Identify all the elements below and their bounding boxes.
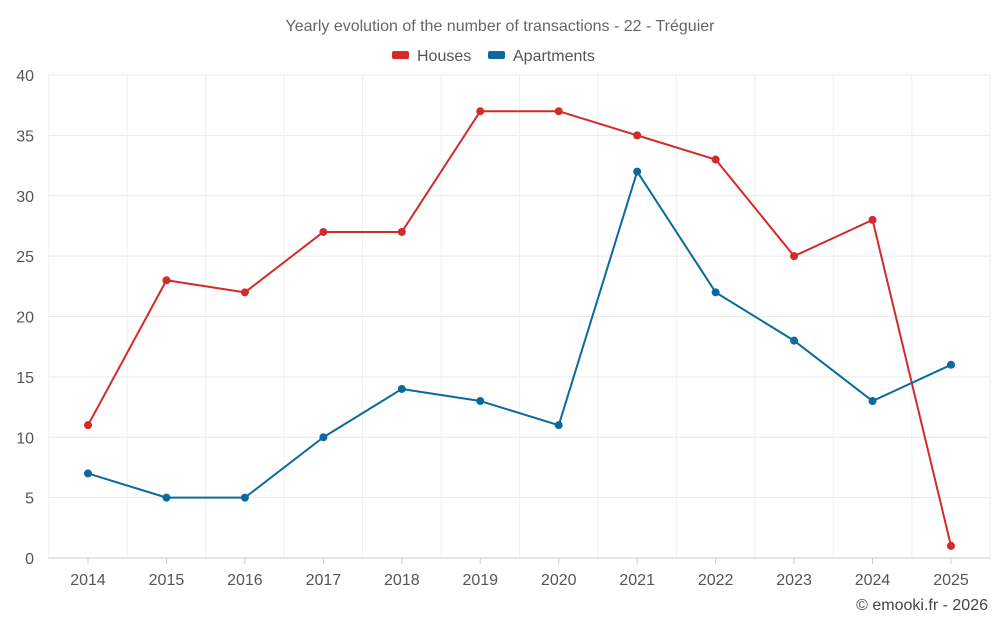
x-tick-label: 2019 — [462, 572, 498, 589]
y-tick-label: 5 — [25, 491, 34, 508]
series — [84, 107, 955, 550]
data-point-houses[interactable] — [84, 421, 92, 430]
legend-label-houses: Houses — [417, 48, 471, 65]
x-tick-label: 2014 — [70, 572, 106, 589]
x-tick-label: 2017 — [306, 572, 342, 589]
data-point-houses[interactable] — [790, 252, 799, 261]
x-tick-label: 2021 — [619, 572, 655, 589]
legend-label-apartments: Apartments — [513, 48, 595, 65]
data-point-apartments[interactable] — [790, 336, 799, 345]
data-point-houses[interactable] — [633, 131, 642, 140]
data-point-houses[interactable] — [162, 276, 171, 285]
x-tick-label: 2020 — [541, 572, 577, 589]
data-point-apartments[interactable] — [397, 384, 406, 393]
y-tick-label: 20 — [16, 310, 34, 327]
data-point-apartments[interactable] — [319, 433, 328, 442]
data-point-houses[interactable] — [476, 107, 485, 116]
data-point-houses[interactable] — [711, 155, 720, 164]
data-point-apartments[interactable] — [633, 167, 642, 176]
chart-title: Yearly evolution of the number of transa… — [286, 18, 716, 35]
legend-item-houses[interactable]: Houses — [392, 48, 471, 65]
data-point-houses[interactable] — [947, 541, 955, 550]
x-tick-label: 2018 — [384, 572, 420, 589]
x-tick-label: 2022 — [698, 572, 734, 589]
data-point-apartments[interactable] — [711, 288, 720, 297]
data-point-apartments[interactable] — [947, 360, 955, 369]
credit-text: © emooki.fr - 2026 — [856, 597, 988, 614]
data-point-apartments[interactable] — [554, 421, 563, 430]
data-point-apartments[interactable] — [476, 397, 485, 406]
legend: Houses Apartments — [392, 48, 595, 65]
x-tick-label: 2024 — [855, 572, 891, 589]
data-point-houses[interactable] — [319, 227, 328, 236]
x-tick-label: 2016 — [227, 572, 263, 589]
legend-swatch-apartments — [488, 51, 505, 59]
y-tick-label: 25 — [16, 249, 34, 266]
y-tick-label: 15 — [16, 370, 34, 387]
legend-swatch-houses — [392, 51, 409, 59]
y-tick-label: 0 — [25, 551, 34, 568]
data-point-houses[interactable] — [397, 227, 406, 236]
data-point-houses[interactable] — [240, 288, 249, 297]
y-tick-label: 10 — [16, 430, 34, 447]
x-tick-label: 2025 — [933, 572, 969, 589]
data-point-houses[interactable] — [554, 107, 563, 116]
data-point-houses[interactable] — [868, 215, 877, 224]
data-point-apartments[interactable] — [84, 469, 92, 478]
series-line-houses — [87, 110, 952, 547]
data-point-apartments[interactable] — [162, 493, 171, 502]
data-point-apartments[interactable] — [240, 493, 249, 502]
x-tick-label: 2015 — [149, 572, 185, 589]
series-line-apartments — [87, 170, 952, 499]
x-tick-label: 2023 — [776, 572, 812, 589]
legend-item-apartments[interactable]: Apartments — [488, 48, 595, 65]
y-tick-label: 40 — [16, 68, 34, 85]
data-point-apartments[interactable] — [868, 397, 877, 406]
y-tick-label: 30 — [16, 189, 34, 206]
y-tick-label: 35 — [16, 128, 34, 145]
grid — [48, 74, 991, 559]
